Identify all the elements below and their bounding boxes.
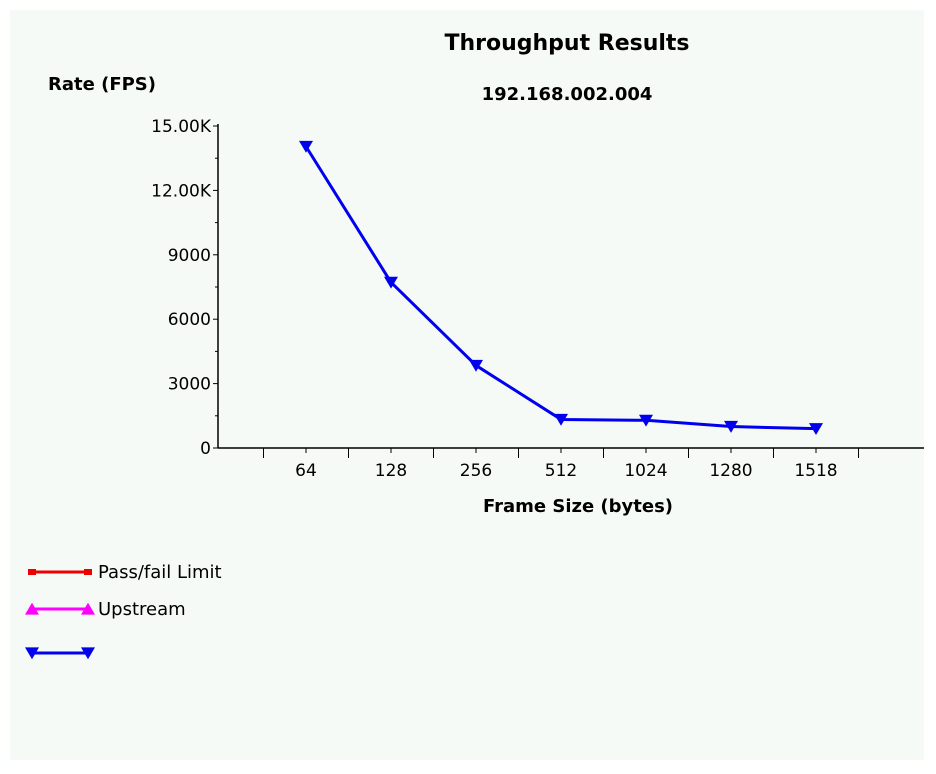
- y-axis-title: Rate (FPS): [48, 74, 156, 95]
- data-point: [809, 423, 823, 435]
- data-point: [469, 359, 483, 372]
- x-tick-label: 64: [295, 461, 317, 481]
- y-tick-label: 9000: [168, 246, 211, 266]
- x-ticks: 64 128 256 512 1024 1280 1518: [263, 448, 859, 481]
- legend-label: Pass/fail Limit: [98, 562, 222, 583]
- legend-marker: [28, 569, 36, 575]
- legend-marker: [81, 647, 95, 660]
- series-line: [304, 145, 817, 431]
- data-point: [554, 413, 568, 426]
- legend-marker: [25, 647, 39, 660]
- y-ticks: 0 3000 6000 9000 12.00K 15.00K: [151, 117, 218, 459]
- data-point: [724, 420, 738, 433]
- x-axis-title: Frame Size (bytes): [483, 496, 673, 517]
- series-layer: [299, 140, 823, 435]
- legend-marker: [84, 569, 92, 575]
- x-tick-label: 128: [375, 461, 407, 481]
- y-tick-label: 0: [200, 439, 211, 459]
- throughput-chart: Throughput Results Rate (FPS) 192.168.00…: [25, 31, 934, 660]
- legend-label: Upstream: [98, 599, 186, 620]
- x-tick-label: 512: [545, 461, 577, 481]
- x-tick-label: 1518: [794, 461, 837, 481]
- y-tick-label: 15.00K: [151, 117, 212, 137]
- data-point: [384, 276, 398, 289]
- chart-subtitle: 192.168.002.004: [482, 84, 653, 105]
- chart-title: Throughput Results: [444, 31, 689, 56]
- data-point: [299, 140, 313, 153]
- data-point: [639, 414, 653, 427]
- legend-marker: [25, 602, 39, 615]
- x-tick-label: 1024: [624, 461, 667, 481]
- legend-marker: [81, 602, 95, 615]
- x-tick-label: 1280: [709, 461, 752, 481]
- axes: [217, 124, 934, 449]
- y-tick-label: 6000: [168, 310, 211, 330]
- y-tick-label: 3000: [168, 375, 211, 395]
- x-tick-label: 256: [460, 461, 492, 481]
- chart-panel: Throughput Results Rate (FPS) 192.168.00…: [10, 10, 934, 760]
- y-tick-label: 12.00K: [151, 181, 212, 201]
- legend: Pass/fail Limit Upstream: [25, 562, 222, 660]
